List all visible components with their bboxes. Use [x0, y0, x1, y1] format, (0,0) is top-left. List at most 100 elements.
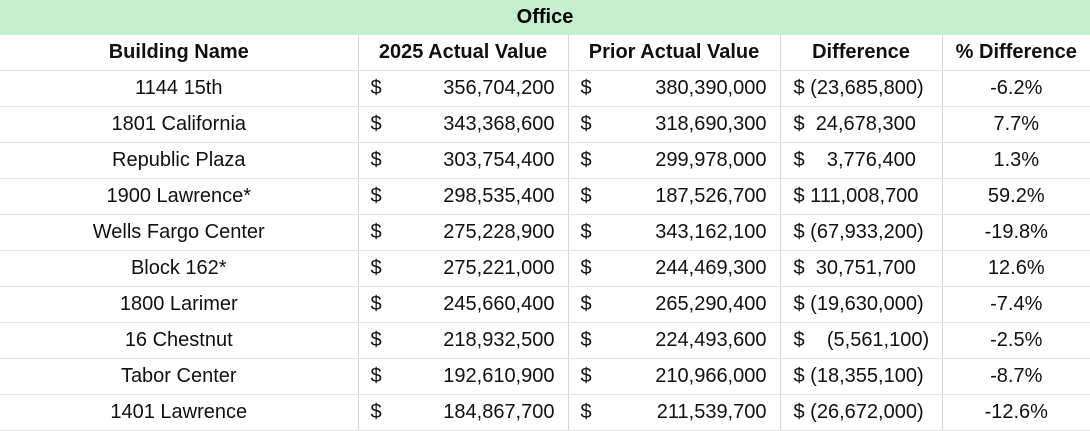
office-table: Building Name 2025 Actual Value Prior Ac… [0, 35, 1090, 431]
amount-value: 299,978,000 [655, 149, 767, 171]
cell-pct-difference[interactable]: -6.2% [942, 70, 1090, 107]
cell-prior-actual-value[interactable]: $244,469,300 [568, 250, 781, 287]
cell-prior-actual-value[interactable]: $343,162,100 [568, 214, 781, 251]
cell-difference[interactable]: $ 24,678,300 [780, 106, 943, 143]
amount-value: 184,867,700 [443, 401, 555, 423]
cell-prior-actual-value[interactable]: $265,290,400 [568, 286, 781, 323]
sheet-title: Office [0, 0, 1090, 35]
cell-difference[interactable]: $ 3,776,400 [780, 142, 943, 179]
cell-building-name[interactable]: Wells Fargo Center [0, 214, 359, 251]
cell-prior-actual-value[interactable]: $211,539,700 [568, 394, 781, 431]
currency-symbol: $ [580, 113, 592, 135]
cell-building-name[interactable]: 1801 California [0, 106, 359, 143]
amount-value: 218,932,500 [443, 329, 555, 351]
cell-pct-difference[interactable]: 59.2% [942, 178, 1090, 215]
header-building-name[interactable]: Building Name [0, 35, 359, 71]
cell-2025-actual-value[interactable]: $184,867,700 [358, 394, 569, 431]
cell-pct-difference[interactable]: 1.3% [942, 142, 1090, 179]
amount-value: 343,368,600 [443, 113, 555, 135]
cell-2025-actual-value[interactable]: $343,368,600 [358, 106, 569, 143]
currency-symbol: $ [580, 293, 592, 315]
cell-2025-actual-value[interactable]: $356,704,200 [358, 70, 569, 107]
cell-2025-actual-value[interactable]: $298,535,400 [358, 178, 569, 215]
currency-symbol: $ [370, 185, 382, 207]
currency-symbol: $ [370, 221, 382, 243]
cell-building-name[interactable]: 16 Chestnut [0, 322, 359, 359]
table-row: 16 Chestnut $218,932,500 $224,493,600 $ (5,… [0, 322, 1090, 359]
header-difference[interactable]: Difference [780, 35, 943, 71]
cell-difference[interactable]: $ 30,751,700 [780, 250, 943, 287]
cell-building-name[interactable]: Block 162* [0, 250, 359, 287]
currency-symbol: $ [370, 77, 382, 99]
currency-symbol: $ [370, 149, 382, 171]
table-row: Wells Fargo Center $275,228,900 $343,162,1… [0, 214, 1090, 251]
cell-building-name[interactable]: 1800 Larimer [0, 286, 359, 323]
cell-difference[interactable]: $ (5,561,100) [780, 322, 943, 359]
cell-pct-difference[interactable]: 12.6% [942, 250, 1090, 287]
currency-symbol: $ [580, 365, 592, 387]
cell-difference[interactable]: $ (19,630,000) [780, 286, 943, 323]
amount-value: 298,535,400 [443, 185, 555, 207]
cell-difference[interactable]: $ (18,355,100) [780, 358, 943, 395]
cell-2025-actual-value[interactable]: $245,660,400 [358, 286, 569, 323]
cell-2025-actual-value[interactable]: $218,932,500 [358, 322, 569, 359]
currency-symbol: $ [580, 329, 592, 351]
cell-prior-actual-value[interactable]: $318,690,300 [568, 106, 781, 143]
cell-prior-actual-value[interactable]: $224,493,600 [568, 322, 781, 359]
cell-pct-difference[interactable]: 7.7% [942, 106, 1090, 143]
cell-pct-difference[interactable]: -7.4% [942, 286, 1090, 323]
header-row: Building Name 2025 Actual Value Prior Ac… [0, 35, 1090, 71]
currency-symbol: $ [370, 293, 382, 315]
cell-difference[interactable]: $ 111,008,700 [780, 178, 943, 215]
amount-value: 318,690,300 [655, 113, 767, 135]
cell-2025-actual-value[interactable]: $303,754,400 [358, 142, 569, 179]
cell-difference[interactable]: $ (26,672,000) [780, 394, 943, 431]
cell-building-name[interactable]: Tabor Center [0, 358, 359, 395]
table-row: 1801 California $343,368,600 $318,690,300 $… [0, 106, 1090, 143]
cell-building-name[interactable]: Republic Plaza [0, 142, 359, 179]
header-2025-actual-value[interactable]: 2025 Actual Value [358, 35, 569, 71]
cell-pct-difference[interactable]: -2.5% [942, 322, 1090, 359]
currency-symbol: $ [580, 221, 592, 243]
amount-value: 275,221,000 [443, 257, 555, 279]
table-row: Tabor Center $192,610,900 $210,966,000 $ (1… [0, 358, 1090, 395]
cell-prior-actual-value[interactable]: $380,390,000 [568, 70, 781, 107]
amount-value: 343,162,100 [655, 221, 767, 243]
currency-symbol: $ [580, 257, 592, 279]
cell-pct-difference[interactable]: -12.6% [942, 394, 1090, 431]
cell-difference[interactable]: $ (67,933,200) [780, 214, 943, 251]
amount-value: 224,493,600 [655, 329, 767, 351]
table-row: Republic Plaza $303,754,400 $299,978,000 $ … [0, 142, 1090, 179]
amount-value: 211,539,700 [656, 401, 767, 423]
amount-value: 275,228,900 [443, 221, 555, 243]
table-row: 1144 15th $356,704,200 $380,390,000 $ (23,6… [0, 70, 1090, 107]
header-prior-actual-value[interactable]: Prior Actual Value [568, 35, 781, 71]
table-row: 1800 Larimer $245,660,400 $265,290,400 $ (1… [0, 286, 1090, 323]
currency-symbol: $ [580, 401, 592, 423]
cell-2025-actual-value[interactable]: $192,610,900 [358, 358, 569, 395]
cell-building-name[interactable]: 1401 Lawrence [0, 394, 359, 431]
amount-value: 265,290,400 [655, 293, 767, 315]
cell-building-name[interactable]: 1144 15th [0, 70, 359, 107]
table-row: 1900 Lawrence* $298,535,400 $187,526,700 $ … [0, 178, 1090, 215]
currency-symbol: $ [370, 401, 382, 423]
cell-difference[interactable]: $ (23,685,800) [780, 70, 943, 107]
cell-prior-actual-value[interactable]: $299,978,000 [568, 142, 781, 179]
cell-2025-actual-value[interactable]: $275,228,900 [358, 214, 569, 251]
currency-symbol: $ [580, 77, 592, 99]
table-row: Block 162* $275,221,000 $244,469,300 $ 30,7… [0, 250, 1090, 287]
cell-2025-actual-value[interactable]: $275,221,000 [358, 250, 569, 287]
cell-pct-difference[interactable]: -8.7% [942, 358, 1090, 395]
header-pct-difference[interactable]: % Difference [942, 35, 1090, 71]
cell-prior-actual-value[interactable]: $210,966,000 [568, 358, 781, 395]
amount-value: 380,390,000 [655, 77, 767, 99]
currency-symbol: $ [370, 365, 382, 387]
currency-symbol: $ [370, 113, 382, 135]
cell-prior-actual-value[interactable]: $187,526,700 [568, 178, 781, 215]
amount-value: 187,526,700 [655, 185, 767, 207]
cell-pct-difference[interactable]: -19.8% [942, 214, 1090, 251]
currency-symbol: $ [580, 149, 592, 171]
amount-value: 244,469,300 [655, 257, 767, 279]
cell-building-name[interactable]: 1900 Lawrence* [0, 178, 359, 215]
